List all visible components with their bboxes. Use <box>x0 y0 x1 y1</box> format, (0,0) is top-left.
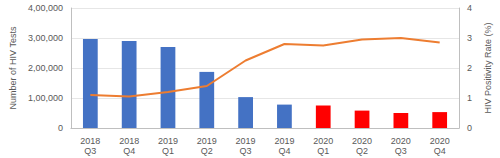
svg-text:Q4: Q4 <box>278 146 290 156</box>
svg-text:1: 1 <box>467 93 472 103</box>
svg-text:2019: 2019 <box>158 136 178 146</box>
svg-text:2020: 2020 <box>391 136 411 146</box>
svg-text:HIV Positivity Rate (%): HIV Positivity Rate (%) <box>483 22 493 113</box>
svg-text:2019: 2019 <box>197 136 217 146</box>
svg-text:Q2: Q2 <box>201 146 213 156</box>
svg-text:Q1: Q1 <box>317 146 329 156</box>
svg-text:2020: 2020 <box>430 136 450 146</box>
svg-text:Q1: Q1 <box>162 146 174 156</box>
svg-text:Q3: Q3 <box>240 146 252 156</box>
svg-text:0: 0 <box>467 123 472 133</box>
svg-text:4: 4 <box>467 3 472 13</box>
svg-text:Q3: Q3 <box>395 146 407 156</box>
svg-text:1,00,000: 1,00,000 <box>28 93 63 103</box>
svg-text:Q3: Q3 <box>84 146 96 156</box>
svg-text:4,00,000: 4,00,000 <box>28 3 63 13</box>
svg-text:2018: 2018 <box>119 136 139 146</box>
svg-text:Q4: Q4 <box>123 146 135 156</box>
svg-text:3: 3 <box>467 33 472 43</box>
svg-text:2019: 2019 <box>274 136 294 146</box>
svg-text:2019: 2019 <box>236 136 256 146</box>
svg-text:3,00,000: 3,00,000 <box>28 33 63 43</box>
svg-text:Q4: Q4 <box>434 146 446 156</box>
svg-text:2,00,000: 2,00,000 <box>28 63 63 73</box>
svg-text:2020: 2020 <box>313 136 333 146</box>
svg-text:2020: 2020 <box>352 136 372 146</box>
svg-text:2018: 2018 <box>80 136 100 146</box>
svg-text:2: 2 <box>467 63 472 73</box>
svg-text:0: 0 <box>58 123 63 133</box>
svg-text:Q2: Q2 <box>356 146 368 156</box>
svg-text:Number of HIV Tests: Number of HIV Tests <box>8 26 18 109</box>
